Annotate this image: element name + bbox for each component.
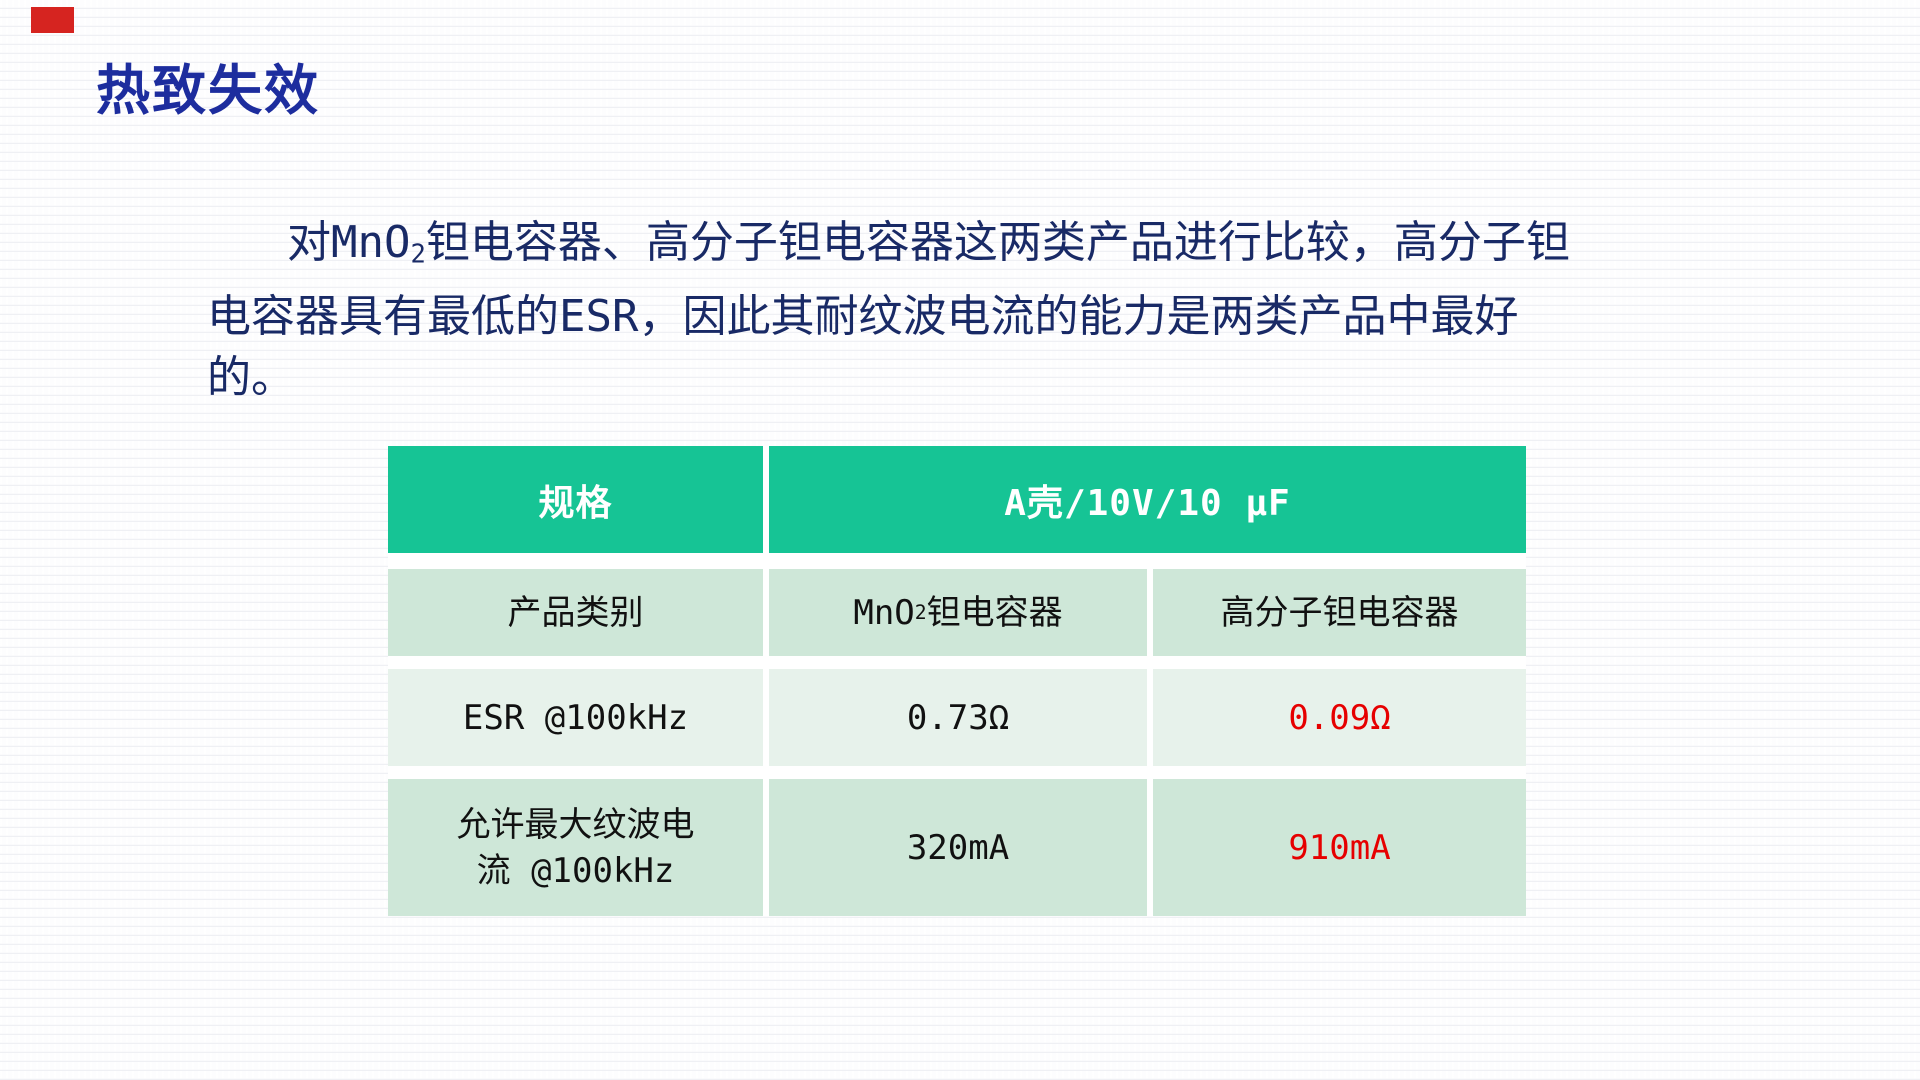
mno2-text-rest: 钽电容器 [926,592,1063,633]
page-title: 热致失效 [96,59,320,122]
cell-product-mno2: MnO 2 钽电容器 [769,569,1147,656]
ripple-label-line-1: 允许最大纹波电 [456,804,695,845]
paragraph-text-rest: 钽电容器、高分子钽电容器这两类产品进行比较，高分子钽 [425,217,1570,268]
header-cell-case: A壳/10V/10 μF [769,446,1526,553]
mno2-text-pre: MnO [853,592,915,633]
subscript-2: 2 [914,600,927,624]
cell-esr-label: ESR @100kHz [388,669,763,766]
table-body: 产品类别 MnO 2 钽电容器 高分子钽电容器 ESR @100kHz 0.73Ω … [388,569,1526,916]
paragraph-line-1: 对MnO2钽电容器、高分子钽电容器这两类产品进行比较，高分子钽 [207,212,1707,286]
cell-ripple-mno2-value: 320mA [769,779,1147,916]
paragraph-line-3: 的。 [207,351,295,403]
body-paragraph: 对MnO2钽电容器、高分子钽电容器这两类产品进行比较，高分子钽 电容器具有最低的… [207,212,1707,408]
header-cell-spec: 规格 [388,446,763,553]
cell-ripple-polymer-value: 910mA [1153,779,1526,916]
paragraph-line-2: 电容器具有最低的ESR，因此其耐纹波电流的能力是两类产品中最好 [207,290,1519,342]
spec-table: 规格 A壳/10V/10 μF 产品类别 MnO 2 钽电容器 高分子钽电容器 ES… [388,446,1526,916]
cell-esr-mno2-value: 0.73Ω [769,669,1147,766]
cell-product-label: 产品类别 [388,569,763,656]
ripple-label-line-2: 流 @100kHz [476,850,675,891]
cell-product-polymer: 高分子钽电容器 [1153,569,1526,656]
cell-ripple-label: 允许最大纹波电 流 @100kHz [388,779,763,916]
table-header-row: 规格 A壳/10V/10 μF [388,446,1526,553]
cell-esr-polymer-value: 0.09Ω [1153,669,1526,766]
subscript-2: 2 [410,239,426,270]
red-corner-mark [31,7,74,33]
paragraph-text-pre: 对MnO [287,217,411,268]
